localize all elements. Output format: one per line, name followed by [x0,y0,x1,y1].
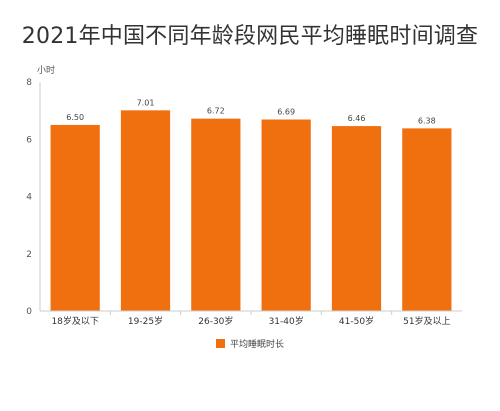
legend: 平均睡眠时长 [0,337,500,350]
x-axis: 18岁及以下 19-25岁 26-30岁 31-40岁 41-50岁 51岁及以上 [40,310,462,327]
bar[interactable] [191,118,241,311]
x-tick-label: 26-30岁 [198,315,233,327]
bar[interactable] [261,119,311,311]
bar-value-label: 6.50 [66,113,84,122]
bar[interactable] [50,124,100,311]
y-tick-label: 2 [26,250,32,260]
y-tick-label: 4 [26,193,32,203]
legend-swatch [215,339,225,348]
y-tick-label: 8 [26,78,32,88]
bar-value-label: 6.46 [348,114,366,123]
bar-value-label: 6.69 [277,107,295,116]
x-tick-label: 19-25岁 [128,315,163,327]
y-axis: 0 2 4 6 8 [26,78,41,317]
bar[interactable] [120,110,171,312]
y-tick-label: 6 [26,135,32,145]
x-tick-label: 51岁及以上 [403,315,450,327]
x-tick-label: 41-50岁 [339,315,374,327]
bar[interactable] [331,126,382,312]
bar-value-label: 6.72 [207,107,225,116]
legend-item[interactable]: 平均睡眠时长 [215,337,284,350]
x-tick-label: 18岁及以下 [51,315,98,327]
bar-value-label: 7.01 [137,98,155,107]
y-axis-unit-label: 小时 [37,64,55,76]
bar[interactable] [402,128,452,311]
x-tick-label: 31-40岁 [269,315,304,327]
bars: 6.50 7.01 6.72 6.69 6.46 6.38 [50,98,452,312]
y-tick-label: 0 [26,307,32,317]
chart-title: 2021年中国不同年龄段网民平均睡眠时间调查 [21,24,479,49]
legend-label: 平均睡眠时长 [229,340,284,350]
bar-value-label: 6.38 [418,116,436,125]
